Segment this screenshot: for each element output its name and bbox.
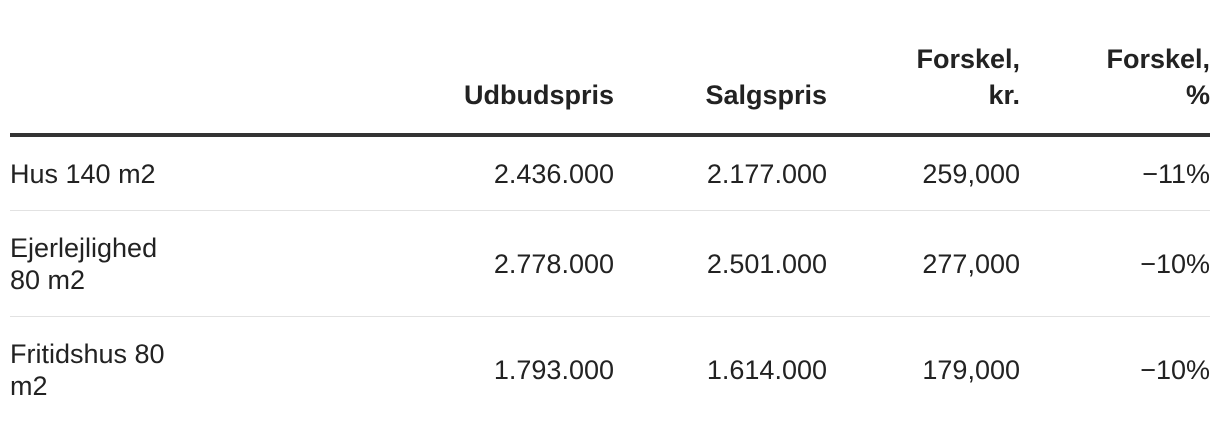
header-forskel-kr-line1: Forskel, <box>916 44 1020 74</box>
header-salgspris: Salgspris <box>705 80 827 110</box>
cell-forskel-kr: 259,000 <box>922 158 1020 189</box>
cell-forskel-pct: −10% <box>1140 354 1210 385</box>
row-label: Fritidshus 80 m2 <box>10 338 165 401</box>
cell-udbudspris: 2.436.000 <box>493 158 614 189</box>
cell-salgspris: 2.501.000 <box>706 248 827 279</box>
header-forskel-kr: Forskel, kr. <box>840 41 1020 113</box>
cell-forskel-pct: −10% <box>1140 248 1210 279</box>
cell-forskel-kr: 277,000 <box>922 248 1020 279</box>
cell-salgspris: 1.614.000 <box>706 354 827 385</box>
table-header: Udbudspris Salgspris Forskel, kr. Forske… <box>10 0 1210 137</box>
table-row: Fritidshus 80 m2 1.793.000 1.614.000 179… <box>10 317 1210 422</box>
row-label: Hus 140 m2 <box>10 158 156 189</box>
cell-forskel-kr: 179,000 <box>922 354 1020 385</box>
table-row: Ejerlejlighed 80 m2 2.778.000 2.501.000 … <box>10 211 1210 317</box>
table-row: Hus 140 m2 2.436.000 2.177.000 259,000 −… <box>10 137 1210 211</box>
row-label: Ejerlejlighed 80 m2 <box>10 232 158 295</box>
price-comparison-table: Udbudspris Salgspris Forskel, kr. Forske… <box>10 0 1210 422</box>
cell-salgspris: 2.177.000 <box>706 158 827 189</box>
cell-forskel-pct: −11% <box>1142 158 1210 189</box>
cell-udbudspris: 2.778.000 <box>493 248 614 279</box>
header-forskel-pct-line2: % <box>1185 80 1210 110</box>
header-forskel-kr-line2: kr. <box>988 80 1020 110</box>
header-udbudspris: Udbudspris <box>463 80 614 110</box>
header-forskel-pct-line1: Forskel, <box>1106 44 1210 74</box>
header-forskel-pct: Forskel, % <box>1060 41 1210 113</box>
cell-udbudspris: 1.793.000 <box>493 354 614 385</box>
